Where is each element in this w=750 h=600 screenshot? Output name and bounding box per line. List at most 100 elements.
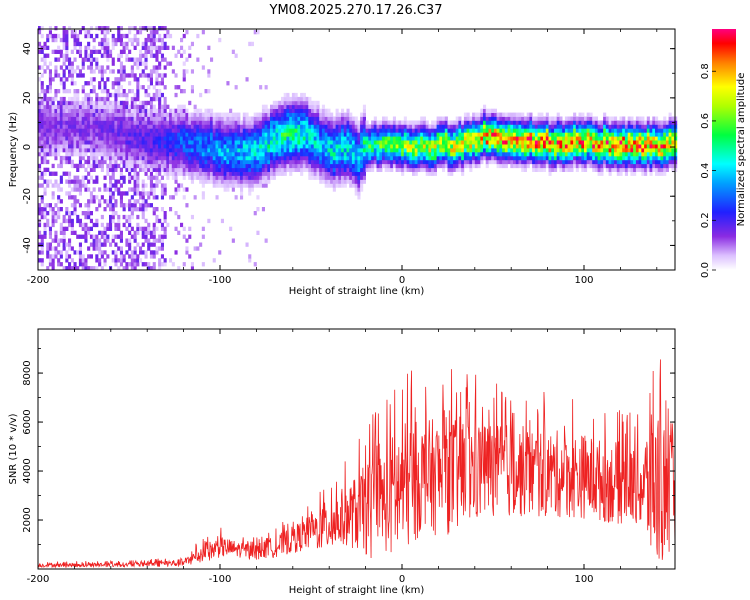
spectrogram-cell (584, 152, 588, 157)
spectrogram-cell (207, 144, 211, 149)
spectrogram-cell (551, 132, 555, 137)
spectrogram-cell (87, 108, 91, 113)
spectrogram-cell (84, 144, 88, 149)
spectrogram-cell (581, 132, 585, 137)
spectrogram-cell (573, 128, 577, 133)
spectrogram-cell (199, 155, 203, 161)
spectrogram-cell (103, 148, 107, 153)
spectrogram-cell (174, 187, 178, 192)
spectrogram-cell (169, 148, 173, 153)
spectrogram-cell (483, 155, 487, 161)
spectrogram-cell (313, 171, 317, 176)
spectrogram-cell (483, 104, 487, 109)
spectrogram-cell (638, 132, 642, 137)
spectrogram-cell (272, 104, 276, 109)
spectrogram-cell (302, 140, 306, 145)
figure-title: YM08.2025.270.17.26.C37 (269, 3, 443, 18)
spectrogram-cell (384, 163, 388, 169)
spectrogram-cell (496, 140, 500, 145)
spectrogram-cell (149, 159, 153, 165)
spectrogram-cell (48, 152, 52, 157)
spectrogram-cell (570, 132, 574, 137)
spectrogram-cell (379, 144, 383, 149)
spectrogram-cell (89, 254, 93, 259)
spectrogram-cell (111, 175, 115, 180)
spectrogram-cell (65, 128, 69, 133)
spectrogram-cell (261, 132, 265, 137)
spectrogram-cell (493, 144, 497, 149)
spectrogram-cell (313, 128, 317, 133)
spectrogram-cell (532, 155, 536, 161)
spectrogram-cell (125, 132, 129, 137)
spectrogram-cell (152, 211, 156, 216)
spectrogram-cell (182, 124, 186, 129)
spectrogram-cell (177, 124, 181, 129)
spectrogram-cell (163, 191, 167, 196)
spectrogram-cell (657, 120, 661, 125)
spectrogram-cell (84, 152, 88, 157)
spectrogram-cell (433, 167, 437, 172)
spectrogram-cell (504, 163, 508, 169)
spectrogram-cell (630, 163, 634, 169)
spectrogram-cell (136, 199, 140, 204)
spectrogram-cell (283, 136, 287, 141)
spectrogram-cell (106, 65, 110, 70)
spectrogram-cell (73, 132, 77, 137)
spectrogram-cell (177, 155, 181, 161)
spectrogram-cell (106, 167, 110, 172)
spectrogram-cell (556, 136, 560, 141)
spectrogram-cell (409, 132, 413, 137)
spectrogram-cell (92, 195, 96, 200)
spectrogram-cell (513, 140, 517, 145)
spectrogram-cell (491, 112, 495, 117)
spectrogram-cell (592, 163, 596, 169)
spectrogram-cell (338, 112, 342, 117)
spectrogram-cell (204, 132, 208, 137)
spectrogram-cell (70, 266, 74, 271)
spectrogram-cell (84, 203, 88, 208)
spectrogram-cell (474, 128, 478, 133)
spectrogram-cell (480, 128, 484, 133)
spectrogram-cell (308, 108, 312, 113)
spectrogram-cell (117, 163, 121, 169)
spectrogram-cell (635, 124, 639, 129)
spectrogram-cell (286, 116, 290, 121)
spectrogram-cell (455, 155, 459, 161)
spectrogram-cell (136, 89, 140, 94)
spectrogram-cell (537, 159, 541, 165)
spectrogram-cell (89, 65, 93, 70)
spectrogram-cell (502, 152, 506, 157)
spectrogram-cell (237, 175, 241, 180)
spectrogram-cell (57, 57, 61, 62)
spectrogram-cell (166, 152, 170, 157)
spectrogram-cell (605, 140, 609, 145)
spectrogram-cell (40, 65, 44, 70)
spectrogram-cell (100, 148, 104, 153)
spectrogram-cell (515, 140, 519, 145)
spectrogram-cell (253, 140, 257, 145)
spectrogram-cell (668, 148, 672, 153)
spectrogram-cell (600, 152, 604, 157)
spectrogram-cell (155, 136, 159, 141)
spectrogram-cell (622, 148, 626, 153)
spectrogram-cell (406, 120, 410, 125)
spectrogram-cell (76, 152, 80, 157)
spectrogram-cell (313, 148, 317, 153)
spectrogram-cell (119, 116, 123, 121)
spectrogram-cell (414, 140, 418, 145)
spectrogram-cell (54, 89, 58, 94)
spectrogram-cell (81, 155, 85, 161)
spectrogram-cell (40, 140, 44, 145)
spectrogram-cell (324, 159, 328, 165)
spectrogram-cell (578, 163, 582, 169)
spectrogram-cell (477, 152, 481, 157)
spectrogram-cell (84, 148, 88, 153)
spectrogram-cell (308, 152, 312, 157)
spectrogram-cell (76, 104, 80, 109)
spectrogram-cell (103, 226, 107, 231)
spectrogram-cell (136, 136, 140, 141)
spectrogram-cell (600, 132, 604, 137)
spectrogram-cell (70, 230, 74, 235)
spectrogram-cell (540, 132, 544, 137)
spectrogram-cell (130, 132, 134, 137)
